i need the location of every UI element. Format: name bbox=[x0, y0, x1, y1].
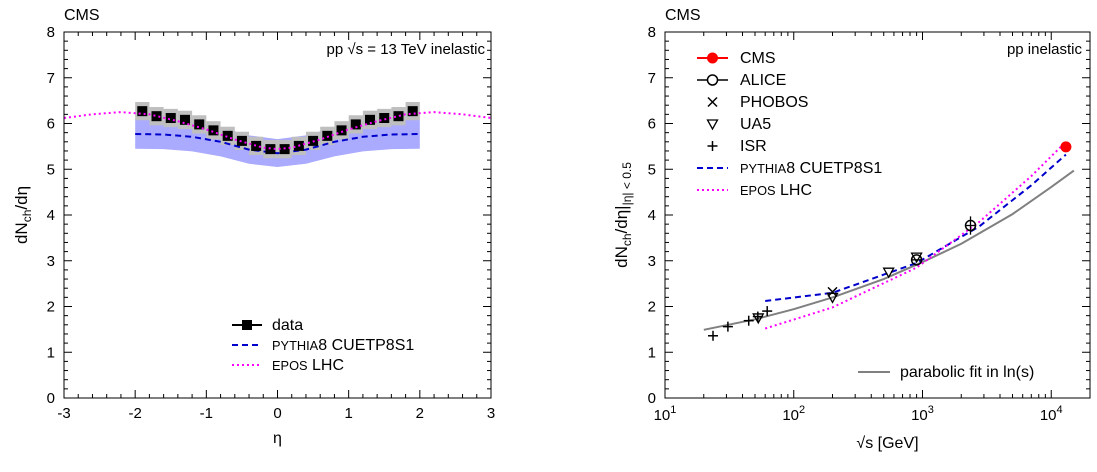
data-point bbox=[322, 130, 333, 141]
fit-legend-label: parabolic fit in ln(s) bbox=[900, 364, 1034, 381]
y-tick-label: 4 bbox=[47, 207, 55, 224]
legend-marker bbox=[706, 74, 719, 86]
y-tick-label: 8 bbox=[47, 24, 55, 41]
y-tick-label: 5 bbox=[47, 161, 55, 178]
legend-marker bbox=[707, 96, 718, 108]
legend-label: PYTHIA8 CUETP8S1 bbox=[272, 337, 414, 354]
phobos-point bbox=[827, 286, 838, 297]
data-point bbox=[179, 114, 190, 125]
data-point bbox=[251, 140, 262, 151]
data-point bbox=[336, 125, 347, 136]
legend-label: ALICE bbox=[740, 72, 786, 89]
x-tick-label: -1 bbox=[200, 405, 213, 422]
legend-marker bbox=[707, 141, 718, 151]
x-axis-label: √s [GeV] bbox=[856, 435, 918, 452]
y-tick-label: 4 bbox=[648, 207, 656, 224]
x-tick-label: 3 bbox=[487, 405, 495, 422]
data-point bbox=[379, 113, 390, 124]
y-tick-label: 6 bbox=[648, 116, 656, 133]
y-tick-label: 3 bbox=[47, 253, 55, 270]
y-axis-label: dNch/dη bbox=[12, 186, 34, 244]
plot-title: pp √s = 13 TeV inelastic bbox=[327, 41, 486, 58]
data-point bbox=[350, 119, 361, 130]
data-point bbox=[365, 114, 376, 125]
y-tick-label: 3 bbox=[648, 253, 656, 270]
ua5-point bbox=[910, 252, 923, 264]
ua5-point bbox=[882, 267, 895, 279]
pythia-curve bbox=[135, 133, 420, 155]
data-point bbox=[151, 111, 162, 122]
x-tick-label: 1 bbox=[344, 405, 352, 422]
data-point bbox=[208, 125, 219, 136]
y-tick-label: 2 bbox=[648, 299, 656, 316]
plot-frame bbox=[664, 31, 1091, 399]
ua5-point bbox=[826, 292, 839, 304]
y-tick-label: 1 bbox=[47, 344, 55, 361]
cms-point bbox=[1060, 141, 1072, 153]
experiment-label: CMS bbox=[64, 7, 100, 24]
x-tick-label: -2 bbox=[128, 405, 141, 422]
data-point bbox=[194, 119, 205, 130]
legend-label: PYTHIA8 CUETP8S1 bbox=[740, 160, 882, 177]
data-point bbox=[393, 111, 404, 122]
x-tick-label: 101 bbox=[654, 404, 677, 424]
experiment-label: CMS bbox=[665, 7, 701, 24]
y-tick-label: 6 bbox=[47, 116, 55, 133]
y-tick-label: 1 bbox=[648, 344, 656, 361]
data-point bbox=[137, 106, 148, 117]
y-axis-label: dNch/dη||η| < 0.5 bbox=[612, 162, 634, 268]
legend-label: UA5 bbox=[740, 116, 771, 133]
x-axis-label: η bbox=[273, 430, 282, 447]
x-tick-label: 104 bbox=[1040, 404, 1063, 424]
left-panel: -3 -2 -1 0 1 2 3 0 1 2 3 4 5 6 7 8 CMS pp √s = 13 TeV ine… bbox=[12, 7, 495, 447]
data-point bbox=[222, 130, 233, 141]
y-tick-label: 5 bbox=[648, 161, 656, 178]
legend-label: CMS bbox=[740, 50, 776, 67]
y-tick-label: 8 bbox=[648, 24, 656, 41]
pythia-curve bbox=[765, 153, 1067, 302]
ua5-point bbox=[752, 313, 765, 325]
legend-label: PHOBOS bbox=[740, 94, 808, 111]
x-tick-label: -3 bbox=[57, 405, 70, 422]
epos-curve bbox=[63, 111, 492, 151]
y-tick-label: 7 bbox=[648, 70, 656, 87]
legend-label: EPOS LHC bbox=[740, 182, 812, 199]
legend-marker bbox=[707, 52, 718, 64]
x-tick-label: 103 bbox=[911, 404, 934, 424]
x-tick-label: 2 bbox=[416, 405, 424, 422]
legend-label: EPOS LHC bbox=[272, 357, 344, 374]
y-tick-label: 7 bbox=[47, 70, 55, 87]
x-tick-label: 102 bbox=[782, 404, 805, 424]
legend-label: ISR bbox=[740, 138, 767, 155]
y-tick-label: 2 bbox=[47, 299, 55, 316]
y-tick-label: 0 bbox=[648, 390, 656, 407]
x-tick-label: 0 bbox=[273, 405, 281, 422]
y-tick-label: 0 bbox=[47, 390, 55, 407]
data-point bbox=[407, 106, 418, 117]
legend-label: data bbox=[272, 317, 303, 334]
data-point bbox=[165, 113, 176, 124]
fit-curve bbox=[703, 169, 1075, 331]
right-panel: 101 102 103 104 0 1 2 3 4 5 6 7 8 CMS pp inelastic √s [… bbox=[612, 7, 1091, 452]
legend-marker bbox=[706, 119, 719, 131]
data-point bbox=[236, 135, 247, 146]
plot-title: pp inelastic bbox=[1007, 41, 1083, 58]
legend-marker bbox=[242, 320, 252, 330]
